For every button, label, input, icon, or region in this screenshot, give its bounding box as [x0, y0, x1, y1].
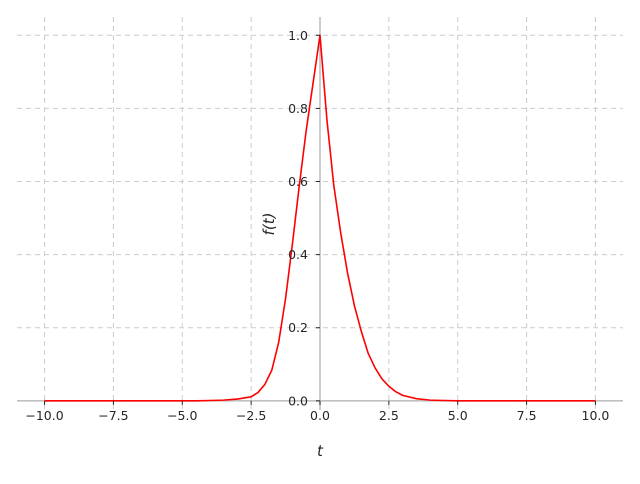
- x-tick-label: −2.5: [236, 408, 266, 423]
- y-tick-label: 0.2: [288, 320, 308, 335]
- x-tick-label: −10.0: [25, 408, 63, 423]
- y-tick-label: 0.6: [288, 174, 308, 189]
- x-tick-label: 5.0: [448, 408, 468, 423]
- axes-spines: [17, 17, 623, 410]
- x-tick-label: −7.5: [98, 408, 128, 423]
- y-tick-label: 0.0: [288, 393, 308, 408]
- y-tick-label: 1.0: [288, 28, 308, 43]
- x-axis-label: t: [317, 442, 324, 460]
- tick-layer: −10.0 −7.5 −5.0 −2.5 0.0 2.5 5.0 7.5 10.0 0.0 0.2 0…: [25, 28, 609, 423]
- y-tick-label: 0.4: [288, 247, 308, 262]
- x-tick-label: 0.0: [310, 408, 330, 423]
- y-tick-label: 0.8: [288, 101, 308, 116]
- x-tick-label: 2.5: [379, 408, 399, 423]
- x-tick-label: 7.5: [517, 408, 537, 423]
- x-tick-label: −5.0: [167, 408, 197, 423]
- y-axis-label: f(t): [260, 213, 278, 236]
- x-tick-label: 10.0: [582, 408, 610, 423]
